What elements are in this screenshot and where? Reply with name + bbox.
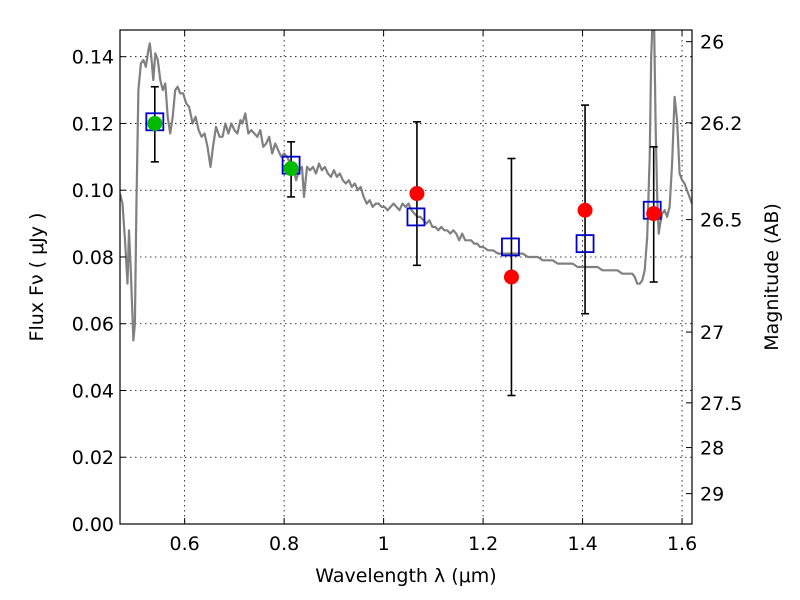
y-tick-label: 0.10 xyxy=(72,180,114,202)
y-tick-label: 0.04 xyxy=(72,380,114,402)
y-tick-label: 0.00 xyxy=(72,514,114,536)
x-tick-label: 1.2 xyxy=(468,533,498,555)
y-tick-label: 0.06 xyxy=(72,314,114,336)
right-tick-label: 27 xyxy=(700,322,724,344)
right-tick-label: 26.2 xyxy=(700,113,742,135)
y-tick-label: 0.02 xyxy=(72,447,114,469)
y-axis-title: Flux Fν ( μJy ) xyxy=(26,213,48,342)
plot-area xyxy=(120,30,692,397)
model-square-marker xyxy=(406,207,426,227)
red-point xyxy=(409,186,425,202)
y-tick-label: 0.14 xyxy=(72,47,114,69)
red-point xyxy=(646,206,662,222)
axes: 0.6 0.8 1 1.2 1.4 1.6 0.00 0.02 0.04 0.06 0.08 0.10… xyxy=(72,30,742,555)
x-tick-label: 1.6 xyxy=(667,533,697,555)
red-point xyxy=(577,202,593,218)
x-tick-label: 0.6 xyxy=(170,533,200,555)
model-square-marker xyxy=(501,237,520,257)
x-tick-label: 1.4 xyxy=(567,533,597,555)
right-axis-title: Magnitude (AB) xyxy=(761,203,783,351)
model-square-marker xyxy=(575,234,595,254)
y-tick-label: 0.12 xyxy=(72,113,114,135)
right-tick-label: 27.5 xyxy=(700,393,742,415)
x-axis-title: Wavelength λ (μm) xyxy=(315,565,496,587)
right-tick-label: 26.5 xyxy=(700,210,742,232)
green-point xyxy=(147,115,163,131)
green-point xyxy=(283,161,299,177)
y-tick-label: 0.08 xyxy=(72,247,114,269)
model-spectrum-line xyxy=(120,30,692,342)
plot-frame xyxy=(119,29,693,525)
x-tick-label: 0.8 xyxy=(269,533,299,555)
red-point xyxy=(503,269,519,285)
right-tick-label: 28 xyxy=(700,438,724,460)
x-tick-label: 1 xyxy=(378,533,390,555)
grid-lines xyxy=(120,30,692,524)
right-tick-label: 26 xyxy=(700,32,724,54)
right-tick-label: 29 xyxy=(700,484,724,506)
